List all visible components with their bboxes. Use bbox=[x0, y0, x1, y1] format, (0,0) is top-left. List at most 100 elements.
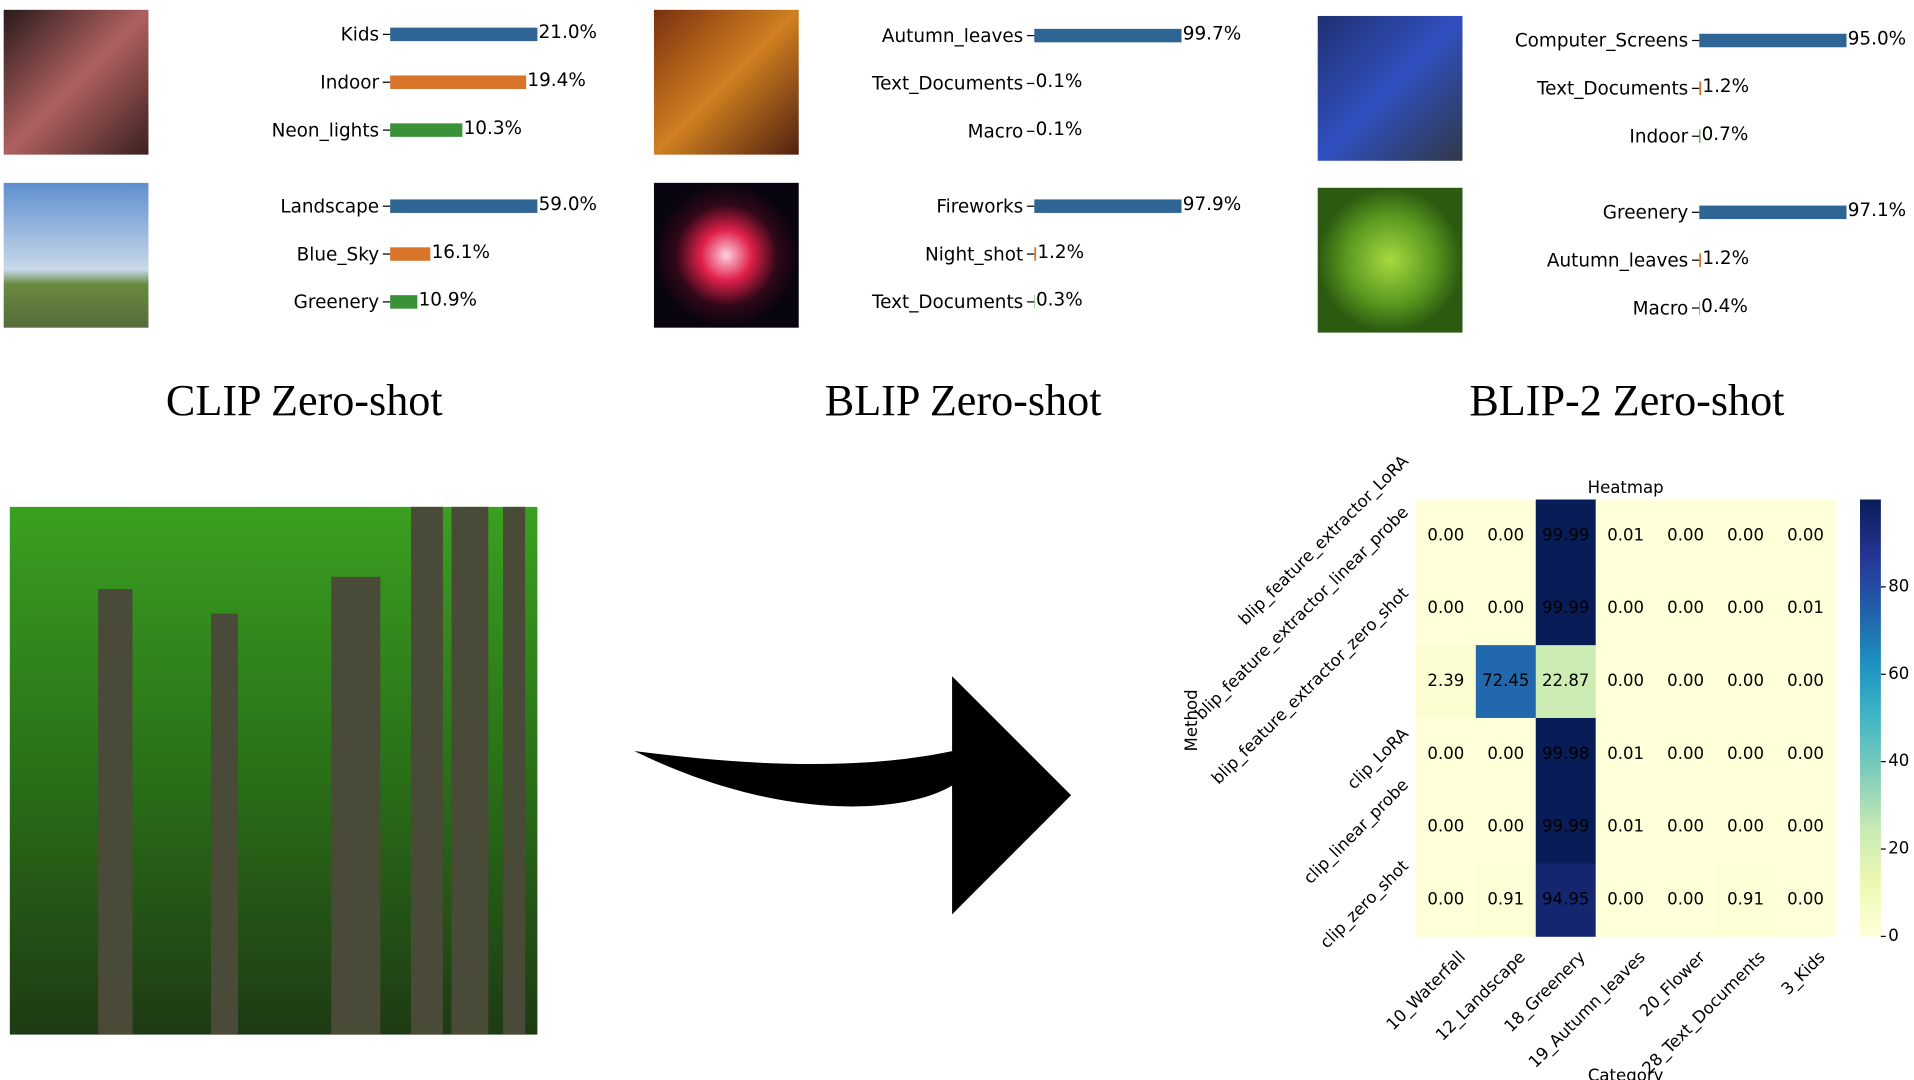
bar-chart: Computer_Screens 95.0% Text_Documents 1.2% I… bbox=[1515, 28, 1906, 147]
bar bbox=[1034, 247, 1037, 261]
bar bbox=[1034, 199, 1182, 213]
value-label: 97.1% bbox=[1848, 200, 1906, 221]
cell-label: 0.91 bbox=[1727, 889, 1764, 908]
value-label: 16.1% bbox=[432, 242, 490, 263]
heatmap-cell bbox=[1715, 499, 1776, 573]
cell-label: 0.00 bbox=[1427, 889, 1464, 908]
value-label: 0.7% bbox=[1702, 124, 1749, 145]
category-label: Autumn_leaves bbox=[1547, 250, 1688, 271]
cell-label: 0.00 bbox=[1487, 525, 1524, 544]
photo bbox=[3, 9, 149, 155]
cell-label: 0.00 bbox=[1427, 525, 1464, 544]
heatmap-cell bbox=[1535, 499, 1597, 573]
cell-label: 0.00 bbox=[1667, 525, 1704, 544]
colorbar-tick-label: 60 bbox=[1888, 664, 1909, 683]
cell-label: 99.99 bbox=[1542, 525, 1589, 544]
heatmap-cell bbox=[1595, 790, 1657, 864]
cell-label: 0.00 bbox=[1487, 817, 1524, 836]
colorbar bbox=[1860, 499, 1881, 937]
heatmap-cell bbox=[1415, 717, 1477, 792]
category-label: Macro bbox=[1633, 298, 1689, 319]
category-label: Autumn_leaves bbox=[882, 26, 1023, 47]
heatmap-cell bbox=[1775, 572, 1836, 646]
x-tick-label: 3_Kids bbox=[1778, 947, 1830, 999]
heatmap-cell bbox=[1655, 499, 1716, 573]
cell-label: 0.91 bbox=[1487, 889, 1524, 908]
cell-label: 0.00 bbox=[1487, 598, 1524, 617]
heatmap-cell bbox=[1715, 645, 1776, 719]
bar bbox=[1699, 81, 1702, 96]
cell-label: 99.99 bbox=[1542, 598, 1589, 617]
cell-label: 0.00 bbox=[1427, 817, 1464, 836]
bar bbox=[1699, 33, 1847, 48]
category-label: Blue_Sky bbox=[297, 244, 380, 265]
heatmap: 0.00 0.00 99.99 0.01 0.00 0.00 0.00 0.00 0.00 99.… bbox=[1182, 451, 1909, 1080]
bar bbox=[1034, 28, 1182, 43]
category-label: Indoor bbox=[320, 72, 379, 93]
cell-label: 0.00 bbox=[1607, 671, 1644, 690]
bar bbox=[390, 123, 463, 137]
tree-trunks bbox=[98, 506, 526, 1035]
value-label: 10.3% bbox=[464, 118, 522, 139]
cell-label: 0.00 bbox=[1667, 744, 1704, 763]
category-label: Text_Documents bbox=[871, 74, 1023, 95]
section-title: CLIP Zero-shot bbox=[166, 376, 443, 425]
heatmap-cell bbox=[1655, 790, 1716, 864]
cell-label: 0.00 bbox=[1667, 598, 1704, 617]
cell-label: 0.00 bbox=[1787, 671, 1824, 690]
photo bbox=[653, 9, 799, 155]
colorbar-tick-label: 80 bbox=[1888, 576, 1909, 595]
cell-label: 94.95 bbox=[1542, 889, 1589, 908]
value-label: 19.4% bbox=[527, 70, 585, 91]
y-tick-label: clip_zero_shot bbox=[1316, 856, 1413, 953]
value-label: 59.0% bbox=[539, 194, 597, 215]
category-label: Macro bbox=[968, 122, 1024, 143]
photo bbox=[1317, 187, 1463, 333]
value-label: 0.1% bbox=[1036, 119, 1083, 140]
category-label: Landscape bbox=[280, 196, 379, 217]
bar bbox=[1699, 129, 1701, 143]
value-label: 1.2% bbox=[1702, 76, 1749, 97]
heatmap-cell bbox=[1475, 499, 1537, 573]
value-label: 99.7% bbox=[1183, 23, 1241, 44]
cell-label: 0.00 bbox=[1787, 744, 1824, 763]
bar bbox=[390, 295, 418, 309]
bar bbox=[1699, 253, 1702, 267]
value-label: 97.9% bbox=[1183, 194, 1241, 215]
bar bbox=[390, 75, 527, 89]
cell-label: 99.99 bbox=[1542, 817, 1589, 836]
heatmap-cell bbox=[1475, 645, 1537, 719]
heatmap-cell bbox=[1655, 645, 1716, 719]
value-label: 1.2% bbox=[1702, 248, 1749, 269]
x-tick-label: 28_Text_Documents bbox=[1638, 947, 1769, 1078]
heatmap-cell bbox=[1595, 717, 1657, 792]
heatmap-cell bbox=[1415, 499, 1477, 573]
photo bbox=[3, 182, 149, 328]
heatmap-cell bbox=[1595, 499, 1657, 573]
heatmap-cell bbox=[1775, 499, 1836, 573]
cell-label: 0.01 bbox=[1787, 598, 1824, 617]
cell-label: 0.00 bbox=[1727, 817, 1764, 836]
value-label: 21.0% bbox=[539, 22, 597, 43]
cell-label: 0.00 bbox=[1727, 598, 1764, 617]
heatmap-cell bbox=[1415, 572, 1477, 646]
heatmap-cell bbox=[1715, 717, 1776, 792]
heatmap-title: Heatmap bbox=[1588, 478, 1664, 497]
cell-label: 0.00 bbox=[1667, 889, 1704, 908]
heatmap-cell bbox=[1595, 572, 1657, 646]
photo bbox=[1317, 15, 1463, 161]
heatmap-cell bbox=[1535, 790, 1597, 864]
colorbar-tick-label: 40 bbox=[1888, 751, 1909, 770]
category-label: Greenery bbox=[294, 292, 380, 313]
heatmap-cell bbox=[1475, 790, 1537, 864]
x-tick-label: 19_Autumn_leaves bbox=[1525, 947, 1650, 1072]
section-title: BLIP-2 Zero-shot bbox=[1469, 376, 1785, 425]
heatmap-cell bbox=[1415, 790, 1477, 864]
heatmap-cell bbox=[1415, 863, 1477, 937]
section-title: BLIP Zero-shot bbox=[825, 376, 1102, 425]
heatmap-cell bbox=[1655, 863, 1716, 937]
cell-label: 0.00 bbox=[1607, 598, 1644, 617]
heatmap-cell bbox=[1535, 863, 1597, 937]
cell-label: 0.00 bbox=[1787, 889, 1824, 908]
